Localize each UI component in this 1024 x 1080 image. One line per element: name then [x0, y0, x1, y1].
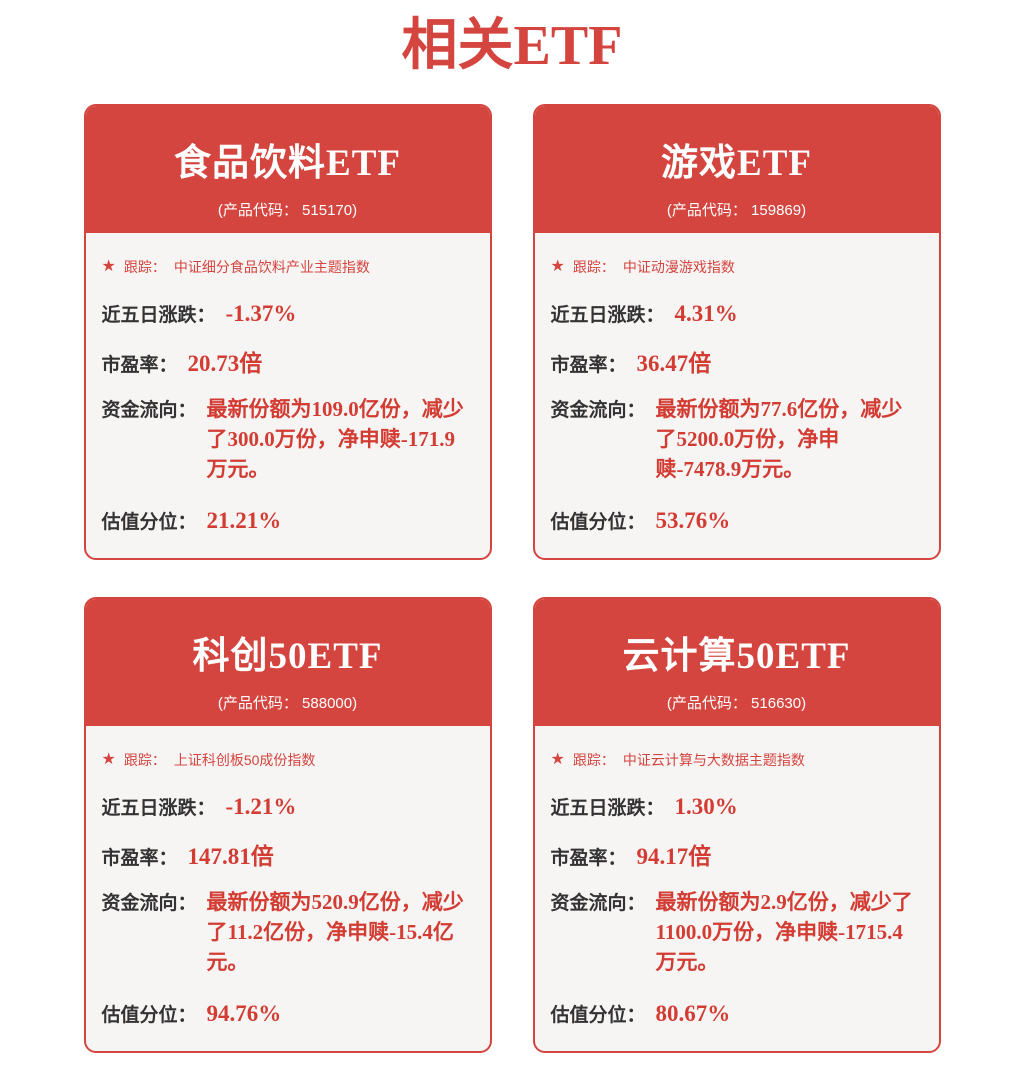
change-5d-row: 近五日涨跌： -1.21%	[102, 793, 472, 820]
pe-value: 147.81倍	[187, 844, 274, 870]
etf-name: 科创50ETF	[192, 636, 383, 678]
star-icon: ★	[550, 258, 565, 276]
valuation-row: 估值分位： 94.76%	[102, 1000, 472, 1027]
pe-value: 20.73倍	[187, 351, 263, 377]
change-5d-value: 4.31%	[674, 301, 738, 327]
pe-value: 94.17倍	[636, 844, 712, 870]
pe-label: 市盈率：	[550, 355, 627, 377]
card-body: ★ 跟踪： 中证细分食品饮料产业主题指数 近五日涨跌： -1.37% 市盈率： …	[86, 233, 490, 557]
fund-flow-row: 资金流向： 最新份额为2.9亿份，减少了1100.0万份，净申赎-1715.4万…	[551, 888, 921, 977]
change-5d-label: 近五日涨跌：	[550, 798, 665, 820]
change-5d-row: 近五日涨跌： 4.31%	[551, 300, 921, 327]
fund-flow-label: 资金流向：	[101, 400, 197, 422]
fund-flow-label: 资金流向：	[101, 893, 197, 915]
valuation-row: 估值分位： 80.67%	[551, 1000, 921, 1027]
etf-card-shipin-yinliao[interactable]: 食品饮料ETF (产品代码： 515170) ★ 跟踪： 中证细分食品饮料产业主…	[83, 104, 492, 561]
etf-product-code: (产品代码： 516630)	[666, 695, 807, 713]
tracking-label: 跟踪：	[123, 259, 166, 276]
card-body: ★ 跟踪： 中证动漫游戏指数 近五日涨跌： 4.31% 市盈率： 36.47倍 …	[535, 233, 939, 557]
etf-product-code: (产品代码： 588000)	[217, 695, 358, 713]
fund-flow-row: 资金流向： 最新份额为520.9亿份，减少了11.2亿份，净申赎-15.4亿元。	[102, 888, 472, 977]
valuation-value: 21.21%	[206, 507, 282, 533]
etf-name: 游戏ETF	[661, 143, 812, 185]
valuation-label: 估值分位：	[550, 511, 646, 533]
change-5d-row: 近五日涨跌： 1.30%	[551, 793, 921, 820]
card-header: 食品饮料ETF (产品代码： 515170)	[85, 106, 490, 234]
pe-label: 市盈率：	[550, 848, 627, 870]
card-header: 云计算50ETF (产品代码： 516630)	[534, 599, 939, 727]
tracking-index-name: 中证云计算与大数据主题指数	[622, 752, 805, 769]
fund-flow-value: 最新份额为109.0亿份，减少了300.0万份，净申赎-171.9万元。	[206, 397, 464, 482]
star-icon: ★	[550, 751, 565, 769]
pe-row: 市盈率： 36.47倍	[551, 344, 921, 378]
card-body: ★ 跟踪： 上证科创板50成份指数 近五日涨跌： -1.21% 市盈率： 147…	[86, 726, 490, 1050]
etf-name: 食品饮料ETF	[174, 143, 401, 185]
tracking-index-name: 中证动漫游戏指数	[622, 259, 735, 276]
etf-product-code: (产品代码： 515170)	[217, 202, 358, 220]
change-5d-value: 1.30%	[674, 794, 738, 820]
change-5d-label: 近五日涨跌：	[101, 305, 216, 327]
etf-product-code: (产品代码： 159869)	[666, 202, 807, 220]
etf-card-grid: 食品饮料ETF (产品代码： 515170) ★ 跟踪： 中证细分食品饮料产业主…	[0, 104, 1024, 1054]
valuation-label: 估值分位：	[101, 1004, 197, 1026]
change-5d-label: 近五日涨跌：	[550, 305, 665, 327]
pe-row: 市盈率： 147.81倍	[102, 837, 472, 871]
valuation-value: 80.67%	[655, 1000, 731, 1026]
tracking-label: 跟踪：	[123, 752, 166, 769]
fund-flow-row: 资金流向： 最新份额为109.0亿份，减少了300.0万份，净申赎-171.9万…	[102, 395, 472, 484]
pe-row: 市盈率： 20.73倍	[102, 344, 472, 378]
pe-value: 36.47倍	[636, 351, 712, 377]
pe-label: 市盈率：	[101, 355, 178, 377]
valuation-value: 94.76%	[206, 1000, 282, 1026]
fund-flow-label: 资金流向：	[550, 400, 646, 422]
etf-card-yunjisuan50[interactable]: 云计算50ETF (产品代码： 516630) ★ 跟踪： 中证云计算与大数据主…	[532, 597, 941, 1054]
card-body: ★ 跟踪： 中证云计算与大数据主题指数 近五日涨跌： 1.30% 市盈率： 94…	[535, 726, 939, 1050]
fund-flow-value: 最新份额为77.6亿份，减少了5200.0万份，净申赎-7478.9万元。	[655, 397, 903, 482]
tracking-label: 跟踪：	[572, 752, 615, 769]
tracking-label: 跟踪：	[572, 259, 615, 276]
fund-flow-label: 资金流向：	[550, 893, 646, 915]
valuation-label: 估值分位：	[550, 1004, 646, 1026]
change-5d-label: 近五日涨跌：	[101, 798, 216, 820]
etf-card-youxi[interactable]: 游戏ETF (产品代码： 159869) ★ 跟踪： 中证动漫游戏指数 近五日涨…	[532, 104, 941, 561]
tracking-index-name: 上证科创板50成份指数	[173, 752, 316, 769]
fund-flow-value: 最新份额为520.9亿份，减少了11.2亿份，净申赎-15.4亿元。	[206, 890, 464, 975]
etf-name: 云计算50ETF	[622, 636, 851, 678]
change-5d-value: -1.37%	[225, 301, 297, 327]
fund-flow-row: 资金流向： 最新份额为77.6亿份，减少了5200.0万份，净申赎-7478.9…	[551, 395, 921, 484]
valuation-row: 估值分位： 21.21%	[102, 507, 472, 534]
pe-row: 市盈率： 94.17倍	[551, 837, 921, 871]
valuation-row: 估值分位： 53.76%	[551, 507, 921, 534]
tracking-row: ★ 跟踪： 中证动漫游戏指数	[551, 257, 921, 277]
fund-flow-value: 最新份额为2.9亿份，减少了1100.0万份，净申赎-1715.4万元。	[655, 890, 913, 975]
change-5d-value: -1.21%	[225, 794, 297, 820]
star-icon: ★	[101, 751, 116, 769]
card-header: 科创50ETF (产品代码： 588000)	[85, 599, 490, 727]
valuation-value: 53.76%	[655, 507, 731, 533]
star-icon: ★	[101, 258, 116, 276]
etf-card-kechuang50[interactable]: 科创50ETF (产品代码： 588000) ★ 跟踪： 上证科创板50成份指数…	[83, 597, 492, 1054]
pe-label: 市盈率：	[101, 848, 178, 870]
tracking-index-name: 中证细分食品饮料产业主题指数	[173, 259, 370, 276]
change-5d-row: 近五日涨跌： -1.37%	[102, 300, 472, 327]
tracking-row: ★ 跟踪： 中证细分食品饮料产业主题指数	[102, 257, 472, 277]
page-title: 相关ETF	[401, 15, 623, 77]
card-header: 游戏ETF (产品代码： 159869)	[534, 106, 939, 234]
valuation-label: 估值分位：	[101, 511, 197, 533]
tracking-row: ★ 跟踪： 上证科创板50成份指数	[102, 750, 472, 770]
tracking-row: ★ 跟踪： 中证云计算与大数据主题指数	[551, 750, 921, 770]
